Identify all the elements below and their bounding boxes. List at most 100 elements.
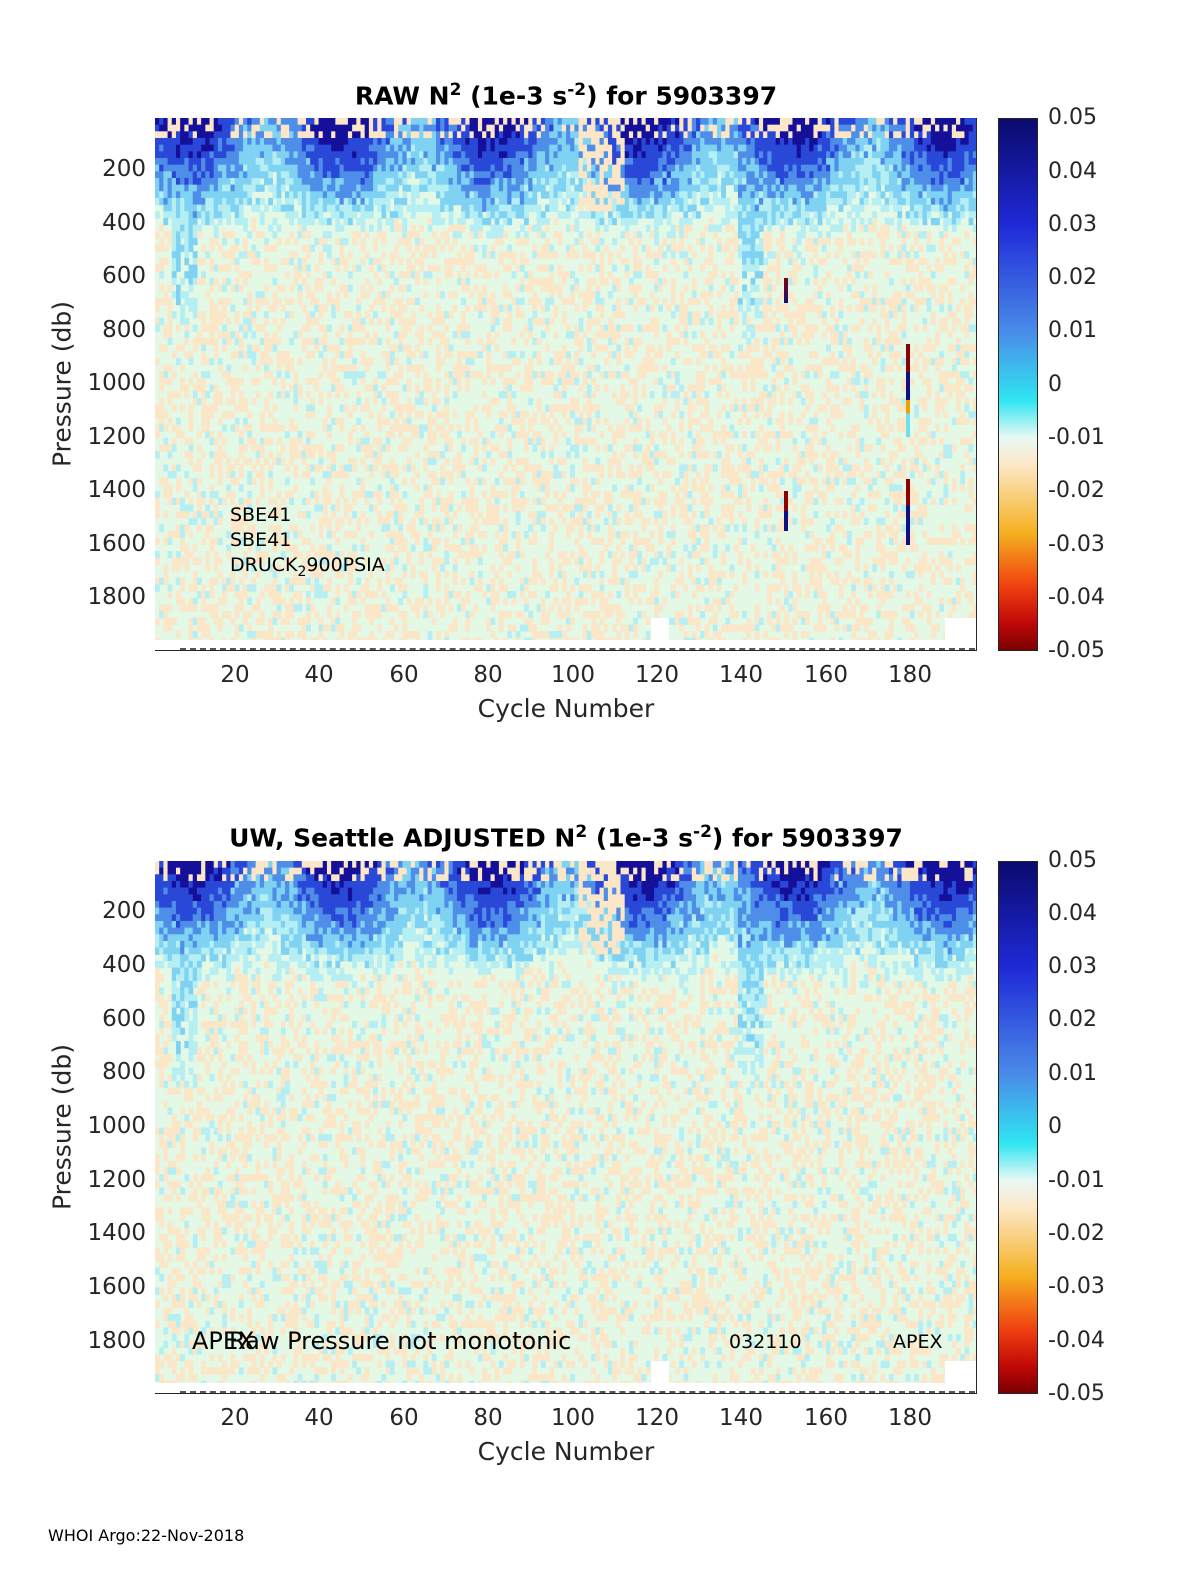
heat-cell — [222, 451, 227, 459]
heat-cell — [226, 551, 232, 559]
heat-cell — [217, 444, 223, 452]
heat-cell — [171, 251, 177, 259]
heat-cell — [155, 177, 160, 186]
heat-cell — [163, 191, 169, 199]
heat-cell — [159, 184, 164, 192]
heat-cell — [234, 151, 240, 159]
heat-cell — [226, 131, 232, 139]
heat-cell — [230, 491, 236, 499]
heat-cell — [163, 377, 169, 386]
heat-cell — [222, 584, 227, 592]
heat-cell — [213, 118, 219, 126]
heat-cell — [159, 171, 164, 179]
heat-cell — [205, 164, 211, 172]
heat-cell — [230, 557, 236, 565]
heat-cell — [205, 184, 211, 192]
heat-cell — [159, 611, 164, 619]
heat-cell — [175, 204, 181, 212]
heat-cell — [201, 417, 206, 426]
heat-cell — [175, 164, 181, 172]
heat-cell — [230, 284, 236, 292]
heat-cell — [243, 177, 248, 186]
heat-cell — [175, 118, 181, 126]
heat-cell — [238, 144, 244, 152]
heat-cell — [163, 604, 169, 612]
heat-cell — [234, 457, 240, 466]
heat-cell — [167, 377, 173, 386]
heat-cell — [167, 237, 173, 246]
heat-cell — [184, 604, 190, 612]
heat-cell — [243, 197, 248, 206]
heat-cell — [180, 497, 185, 506]
heat-cell — [201, 137, 206, 146]
heat-cell — [213, 457, 219, 466]
heat-cell — [226, 531, 232, 539]
heat-cell — [188, 184, 194, 192]
heat-cell — [230, 391, 236, 399]
heat-cell — [243, 224, 248, 232]
heat-cell — [192, 211, 198, 219]
heat-cell — [163, 211, 169, 219]
heat-cell — [222, 337, 227, 346]
heat-cell — [238, 497, 244, 506]
heat-cell — [159, 264, 164, 272]
heat-cell — [196, 457, 202, 466]
heat-cell — [205, 251, 211, 259]
heat-cell — [234, 584, 240, 592]
heat-cell — [175, 477, 181, 486]
heat-cell — [217, 284, 223, 292]
heat-cell — [205, 291, 211, 299]
heat-cell — [217, 497, 223, 506]
heat-cell — [180, 384, 185, 392]
heat-cell — [188, 284, 194, 292]
heat-cell — [230, 331, 236, 339]
heat-cell — [171, 124, 177, 132]
heat-cell — [226, 197, 232, 206]
heat-cell — [226, 231, 232, 239]
heat-cell — [184, 124, 190, 132]
heat-cell — [238, 577, 244, 585]
heat-cell — [217, 397, 223, 406]
heat-cell — [163, 364, 169, 372]
heat-cell — [234, 337, 240, 346]
heat-cell — [234, 177, 240, 186]
heat-cell — [192, 197, 198, 206]
heat-cell — [184, 511, 190, 519]
heat-cell — [171, 237, 177, 246]
heat-cell — [234, 264, 240, 272]
heat-cell — [159, 131, 164, 139]
heat-cell — [167, 297, 173, 306]
heat-cell — [205, 524, 211, 532]
heat-cell — [180, 597, 185, 605]
heat-cell — [167, 191, 173, 199]
heat-cell — [167, 484, 173, 492]
heat-cell — [171, 217, 177, 226]
heat-cell — [230, 204, 236, 212]
heat-cell — [243, 244, 248, 252]
heat-cell — [171, 371, 177, 379]
heat-cell — [243, 317, 248, 326]
heat-cell — [238, 591, 244, 599]
heat-cell — [180, 211, 185, 219]
heat-cell — [238, 204, 244, 212]
heat-cell — [184, 504, 190, 512]
heat-cell — [201, 384, 206, 392]
heat-cell — [163, 564, 169, 572]
heat-cell — [217, 457, 223, 466]
heat-cell — [213, 557, 219, 565]
heat-cell — [184, 524, 190, 532]
heat-cell — [243, 297, 248, 306]
heat-cell — [159, 271, 164, 279]
heat-cell — [222, 118, 227, 126]
heat-cell — [243, 271, 248, 279]
heat-cell — [243, 144, 248, 152]
heat-cell — [184, 231, 190, 239]
heat-cell — [205, 411, 211, 419]
heat-cell — [167, 444, 173, 452]
heat-cell — [226, 371, 232, 379]
heat-cell — [222, 157, 227, 166]
heat-cell — [222, 297, 227, 306]
heat-cell — [163, 611, 169, 619]
heat-cell — [201, 517, 206, 526]
heat-cell — [213, 171, 219, 179]
